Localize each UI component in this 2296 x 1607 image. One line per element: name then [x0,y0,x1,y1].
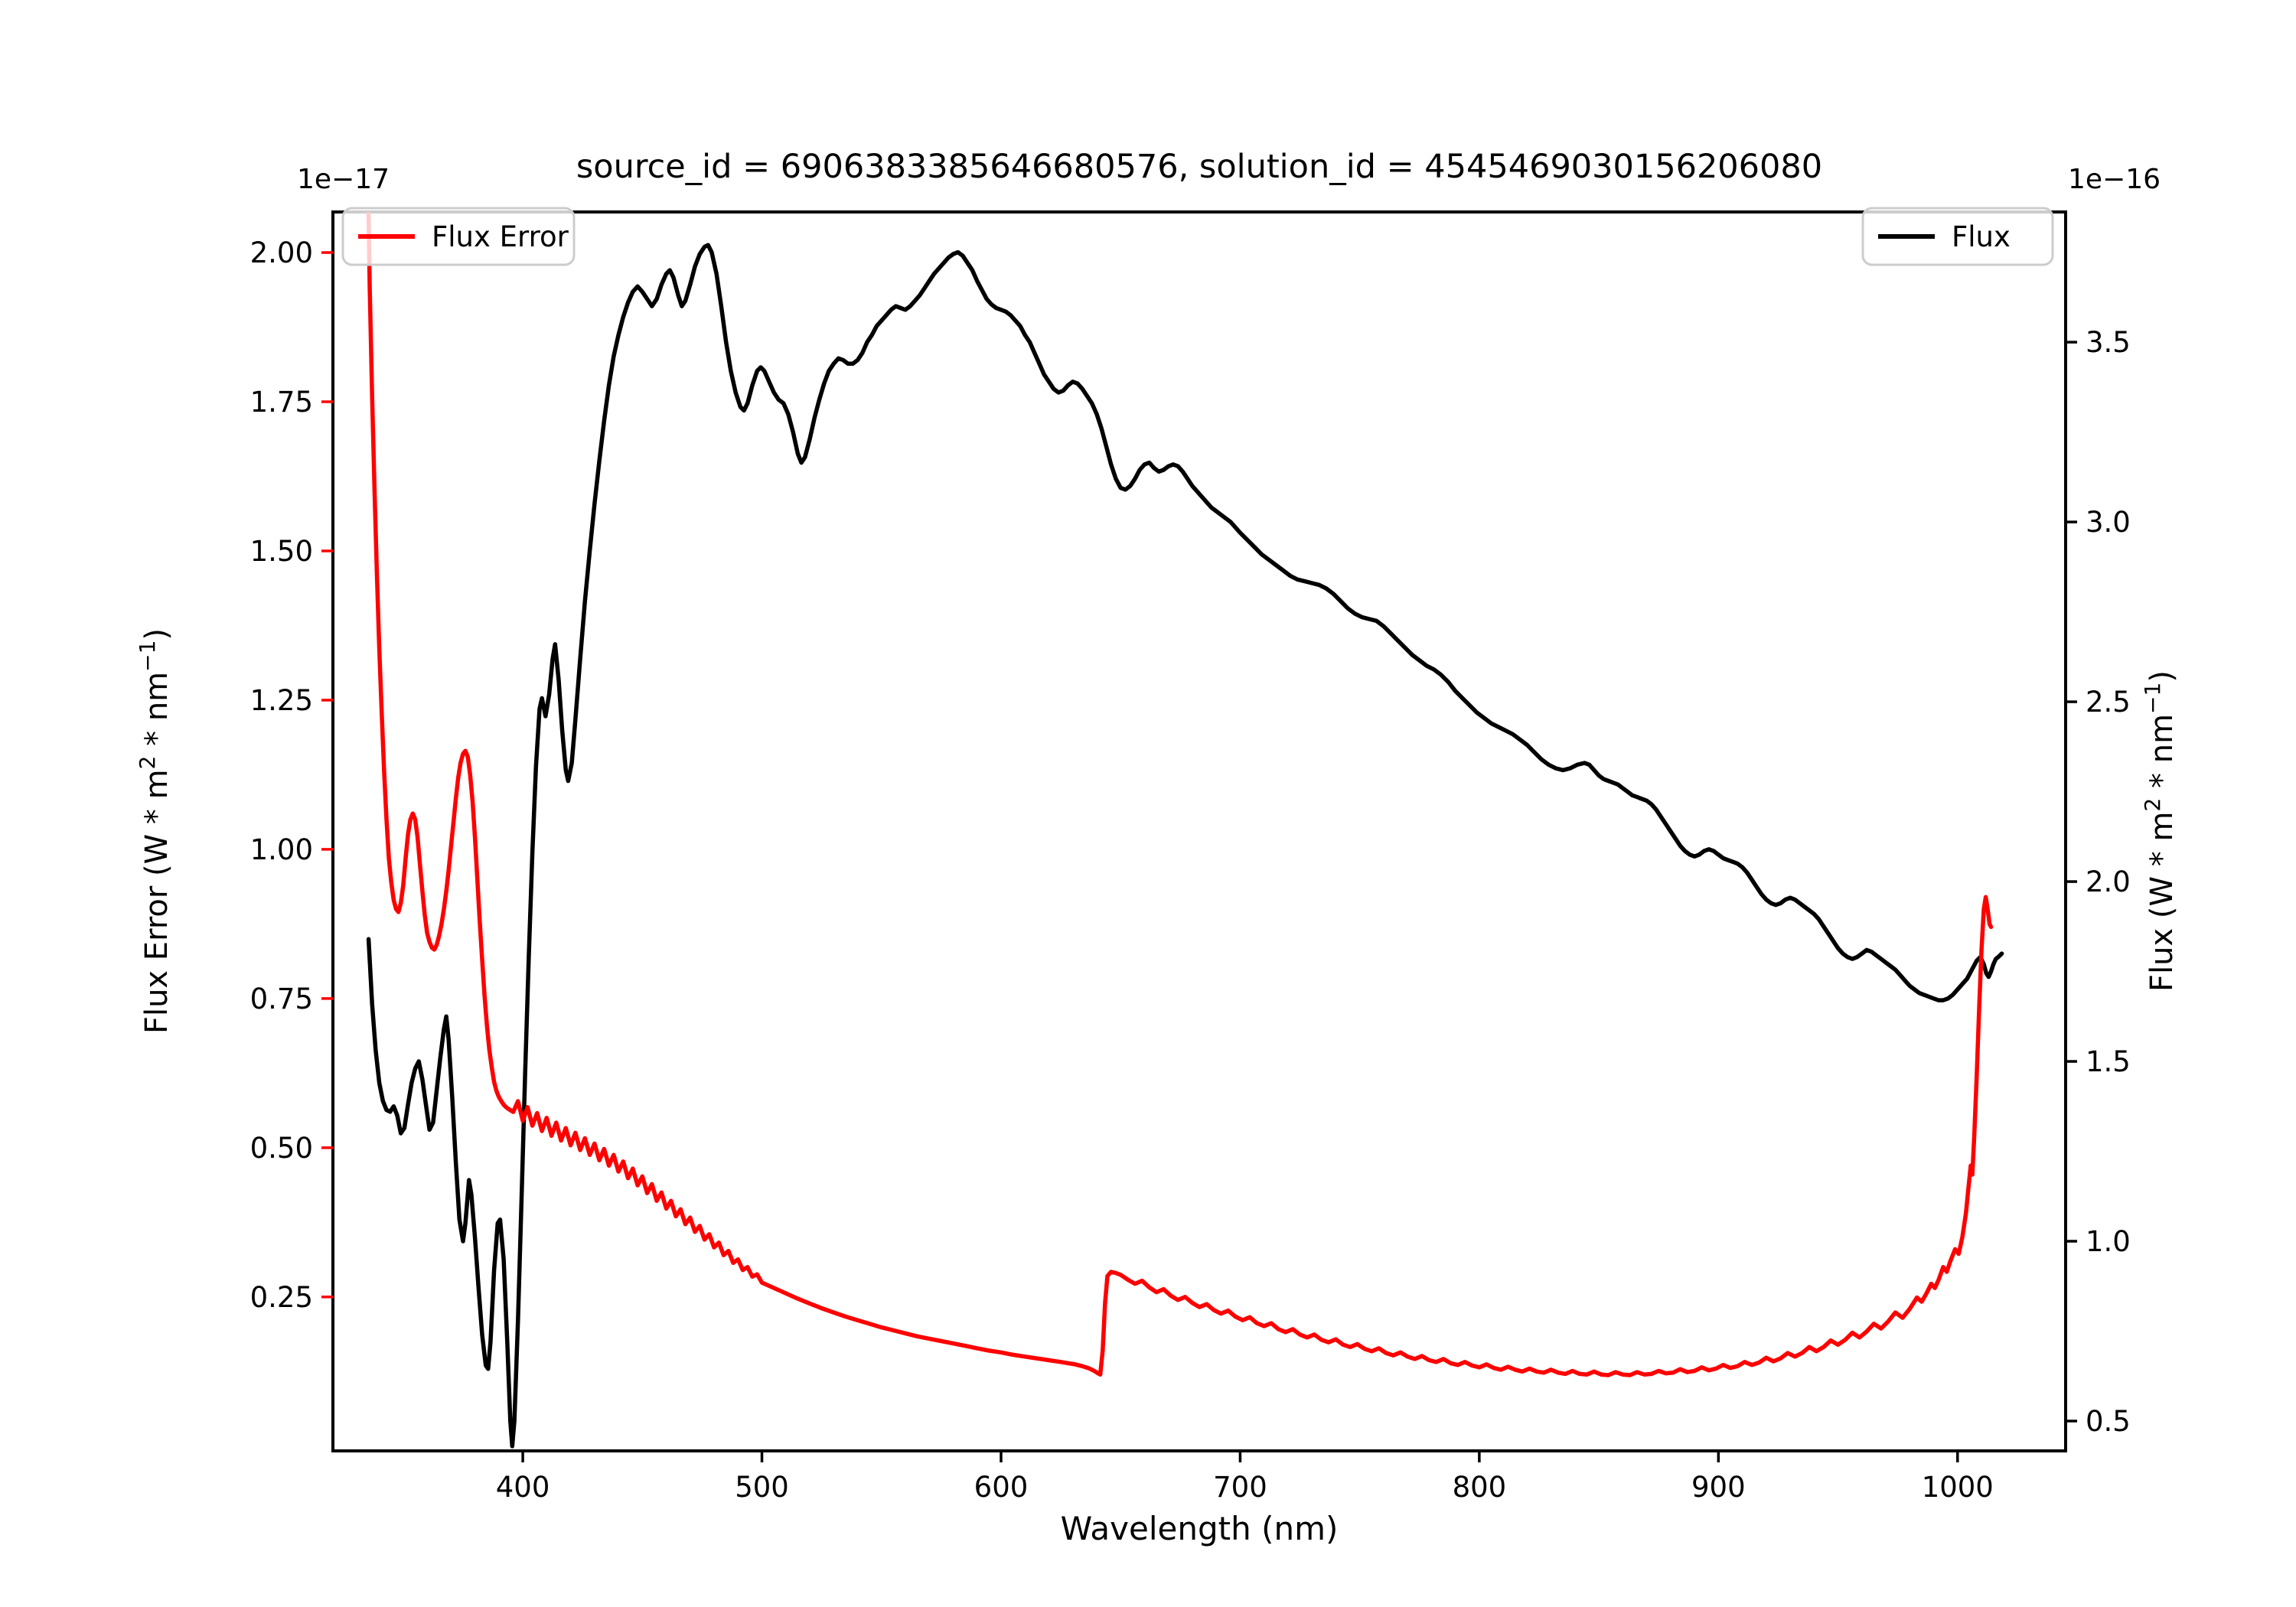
flux-line [366,243,2004,1449]
right-tick-label: 0.5 [2086,1405,2131,1438]
right-axis-ticks: 0.5 1.0 1.5 2.0 2.5 3.0 3.5 [2066,326,2131,1438]
left-tick-label: 1.50 [250,535,313,568]
legend-flux-error: Flux Error [341,207,576,266]
left-tick-label: 0.25 [250,1281,313,1314]
left-tick-label: 0.50 [250,1132,313,1165]
left-tick-label: 2.00 [250,236,313,269]
x-axis-ticks: 400 500 600 700 800 900 1000 [496,1451,1994,1504]
left-tick-label: 1.00 [250,833,313,866]
x-tick-label: 600 [974,1471,1029,1504]
left-tick-label: 0.75 [250,983,313,1015]
left-axis-label: Flux Error (W * m2 * nm−1) [135,628,174,1034]
right-axis-label: Flux (W * m2 * nm−1) [2140,670,2180,992]
flux-error-line [366,212,1994,1377]
x-tick-label: 400 [496,1471,550,1504]
right-axis-offset-text: 1e−16 [2068,164,2161,195]
left-axis-offset-text: 1e−17 [297,164,390,195]
legend-flux-error-label: Flux Error [432,220,569,253]
right-tick-label: 2.0 [2086,865,2131,898]
x-axis-label: Wavelength (nm) [1061,1510,1339,1547]
data-lines [366,212,2004,1449]
x-tick-label: 900 [1691,1471,1746,1504]
legend-flux-label: Flux [1952,220,2011,253]
right-tick-label: 1.5 [2086,1045,2131,1078]
legend-flux: Flux [1861,207,2054,266]
legend-box [1861,207,2054,266]
left-tick-label: 1.75 [250,386,313,419]
right-tick-label: 3.0 [2086,506,2131,539]
left-tick-label: 1.25 [250,684,313,717]
x-tick-label: 800 [1453,1471,1507,1504]
left-axis-ticks: 0.25 0.50 0.75 1.00 1.25 1.50 1.75 2.00 [250,236,333,1314]
right-tick-label: 1.0 [2086,1225,2131,1258]
plot-area [331,210,2067,1452]
chart-title: source_id = 6906383385646680576, solutio… [576,148,1822,186]
right-tick-label: 3.5 [2086,326,2131,359]
x-tick-label: 700 [1213,1471,1267,1504]
x-tick-label: 500 [735,1471,789,1504]
legend-box [341,207,576,266]
right-tick-label: 2.5 [2086,686,2131,719]
x-tick-label: 1000 [1922,1471,1994,1504]
